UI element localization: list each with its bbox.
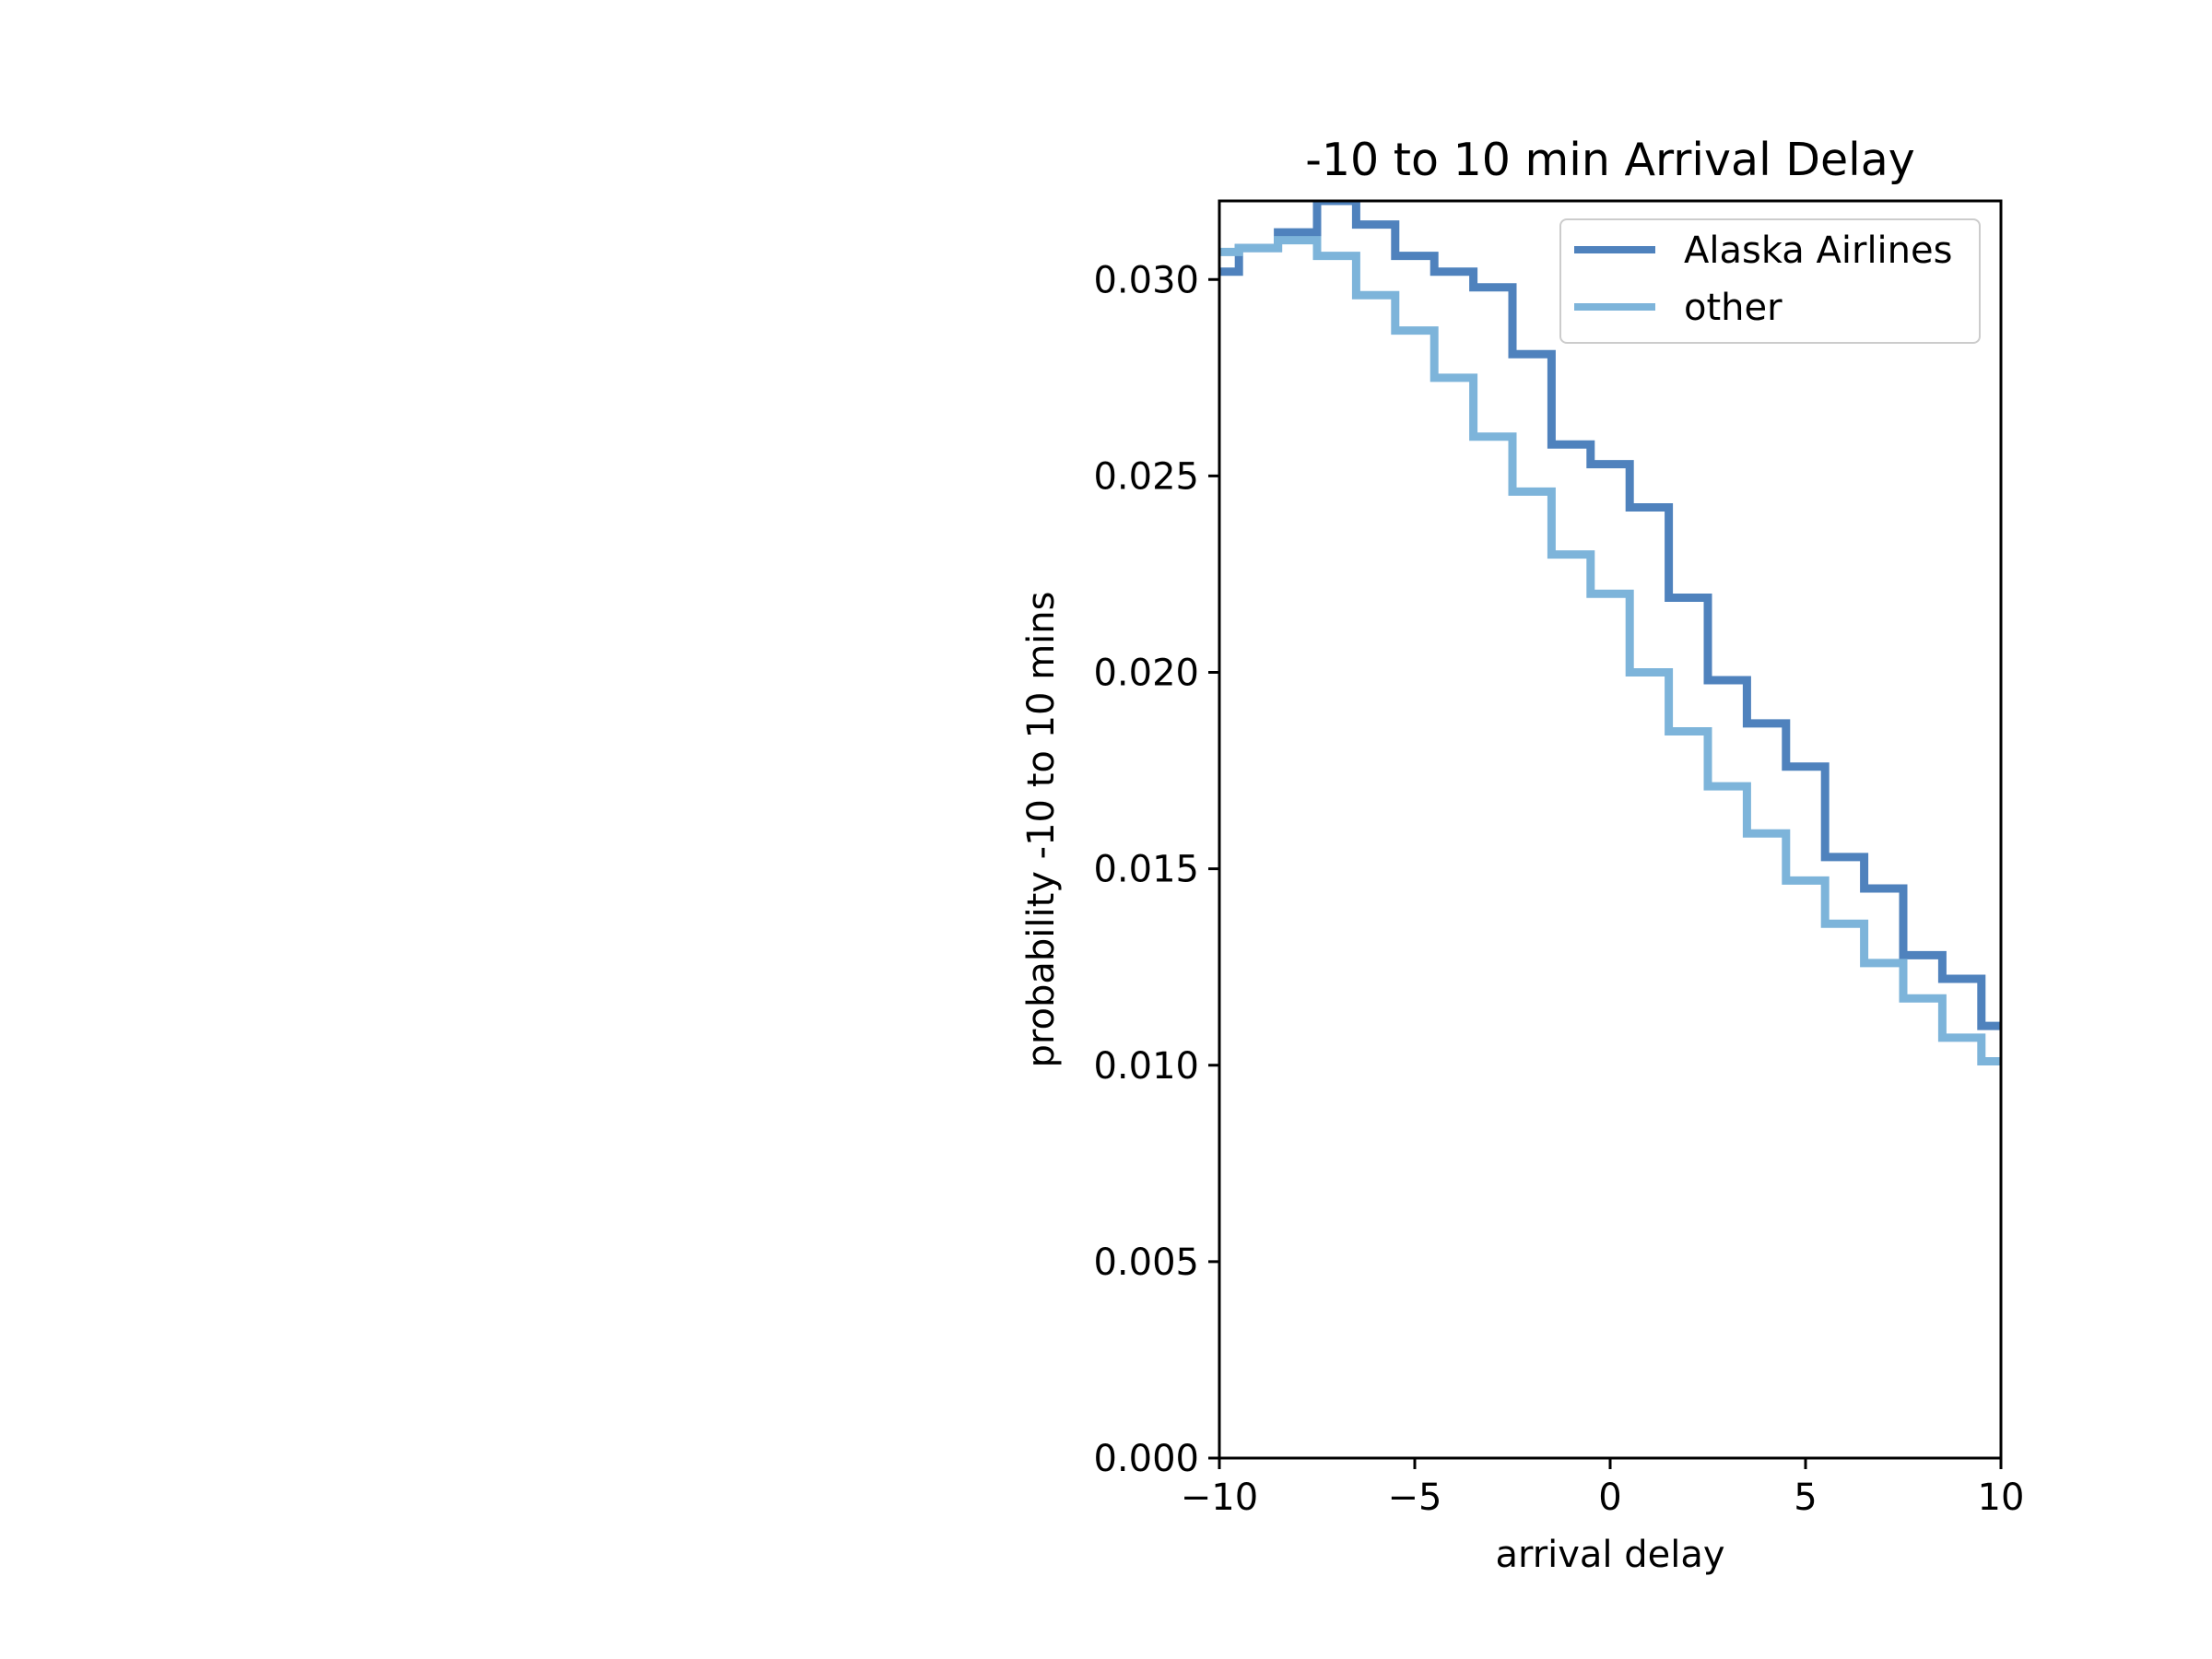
legend: Alaska Airlines other [1559, 218, 1981, 344]
x-tick-label: 0 [1598, 1477, 1621, 1519]
y-tick-label: 0.020 [1093, 653, 1199, 695]
legend-label-alaska-airlines: Alaska Airlines [1684, 229, 1952, 272]
legend-box [1559, 218, 1981, 344]
x-tick-label: −10 [1181, 1477, 1258, 1519]
series-line-alaska-airlines [1219, 201, 2001, 1030]
y-tick-label: 0.025 [1093, 455, 1199, 498]
legend-label-other: other [1684, 287, 1783, 329]
y-axis-label: probability -10 to 10 mins [1020, 592, 1063, 1068]
x-axis: −10 −5 0 5 10 [1181, 1458, 2025, 1519]
chart-title: -10 to 10 min Arrival Delay [1305, 134, 1915, 186]
y-tick-label: 0.015 [1093, 849, 1199, 891]
x-axis-label: arrival delay [1495, 1534, 1724, 1576]
y-tick-label: 0.005 [1093, 1241, 1199, 1284]
x-tick-label: −5 [1388, 1477, 1442, 1519]
y-axis: 0.000 0.005 0.010 0.015 0.020 0.025 0.030 [1093, 259, 1219, 1480]
series-layer [1219, 201, 2001, 1065]
y-tick-label: 0.000 [1093, 1438, 1199, 1480]
x-tick-label: 5 [1794, 1477, 1817, 1519]
series-line-other [1219, 236, 2001, 1065]
y-tick-label: 0.030 [1093, 259, 1199, 301]
x-tick-label: 10 [1978, 1477, 2025, 1519]
y-tick-label: 0.010 [1093, 1045, 1199, 1088]
